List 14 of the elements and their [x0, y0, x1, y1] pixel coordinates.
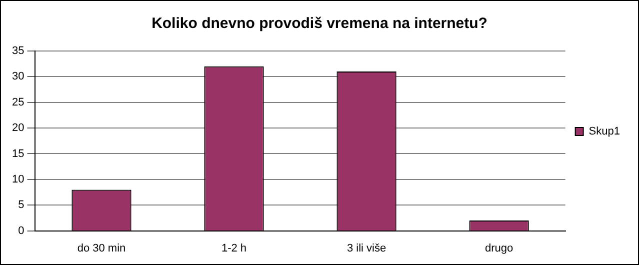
legend-label: Skup1	[588, 126, 620, 138]
x-tick-label: drugo	[484, 242, 514, 254]
x-tick-label: 3 ili više	[346, 242, 386, 254]
chart-title: Koliko dnevno provodiš vremena na internetu?	[152, 15, 488, 32]
x-tick-label: 1-2 h	[221, 242, 247, 254]
y-tick-label: 30	[12, 70, 24, 83]
y-tick-label: 20	[12, 122, 24, 134]
y-tick-label: 25	[12, 96, 24, 108]
y-tick-label: 15	[12, 148, 24, 160]
y-tick-label: 0	[18, 224, 24, 237]
x-tick-label: do 30 min	[77, 242, 126, 254]
y-tick-label: 5	[18, 199, 24, 212]
y-tick-label: 35	[12, 45, 24, 58]
y-tick-label: 10	[12, 173, 24, 186]
